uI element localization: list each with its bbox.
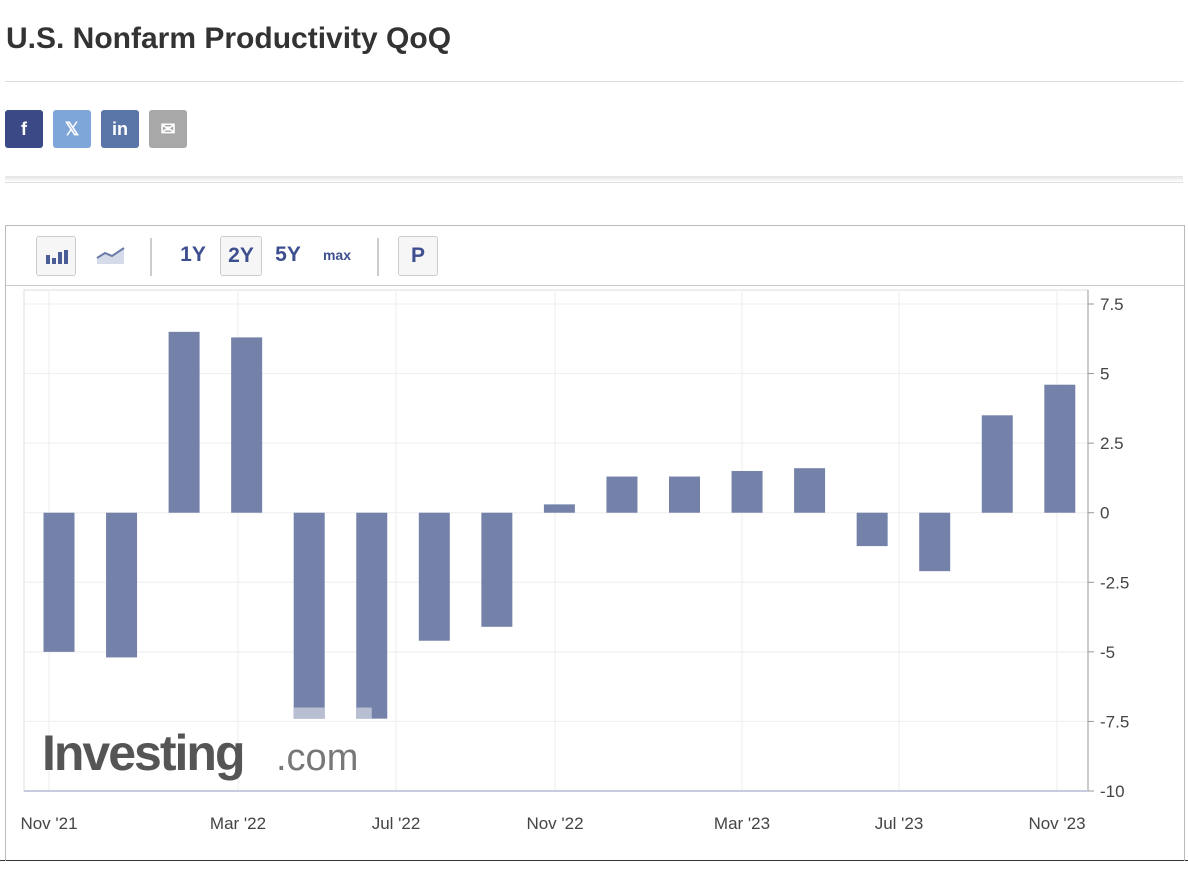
bar (543, 504, 575, 513)
range-5y[interactable]: 5Y (275, 243, 301, 266)
page-title: U.S. Nonfarm Productivity QoQ (6, 22, 452, 55)
divider (0, 860, 1188, 861)
bar (794, 468, 826, 513)
separator (377, 238, 379, 276)
separator (150, 238, 152, 276)
chart-toolbar: 1Y 2Y 5Y max P (6, 226, 1184, 286)
divider (5, 176, 1183, 183)
bar (293, 512, 325, 719)
y-tick-label: -10 (1100, 782, 1125, 801)
p-button[interactable]: P (398, 236, 438, 276)
email-share-button[interactable]: ✉ (149, 110, 187, 148)
bar (481, 512, 513, 627)
y-tick-label: 0 (1100, 504, 1109, 523)
bar-chart-button[interactable] (36, 236, 76, 276)
bar (856, 512, 888, 547)
bar (669, 476, 700, 513)
x-tick-label: Jul '23 (875, 814, 924, 833)
x-tick-label: Jul '22 (372, 814, 421, 833)
bar (919, 512, 951, 572)
y-tick-label: -2.5 (1100, 573, 1129, 592)
bar-overlay (356, 707, 372, 719)
x-tick-label: Mar '22 (210, 814, 266, 833)
watermark-logo: Investing (42, 725, 243, 781)
bar (418, 512, 450, 641)
watermark-logo-suffix: .com (276, 737, 358, 779)
facebook-share-button[interactable]: f (5, 110, 43, 148)
area-chart-icon (96, 247, 125, 264)
x-tick-label: Nov '21 (20, 814, 77, 833)
x-share-button[interactable]: 𝕏 (53, 110, 91, 148)
y-tick-label: 7.5 (1100, 295, 1124, 314)
range-1y[interactable]: 1Y (180, 243, 206, 266)
x-tick-label: Nov '22 (526, 814, 583, 833)
bar (231, 337, 263, 513)
linkedin-share-button[interactable]: in (101, 110, 139, 148)
y-tick-label: 2.5 (1100, 434, 1124, 453)
bar (1044, 384, 1076, 513)
bar (606, 476, 638, 513)
bar-overlay (293, 707, 325, 719)
chart-container: 1Y 2Y 5Y max P (5, 225, 1185, 861)
y-tick-label: -5 (1100, 643, 1115, 662)
y-tick-label: 5 (1100, 365, 1109, 384)
bar (168, 331, 200, 513)
x-tick-label: Mar '23 (714, 814, 770, 833)
bar (356, 512, 388, 719)
range-max[interactable]: max (322, 247, 352, 263)
divider (5, 81, 1183, 82)
bar-chart-icon (46, 250, 68, 264)
bar (106, 512, 138, 658)
bar (43, 512, 75, 652)
x-tick-label: Nov '23 (1028, 814, 1085, 833)
bar (731, 470, 763, 513)
range-2y[interactable]: 2Y (220, 236, 262, 276)
line-chart-button[interactable] (92, 236, 130, 274)
bar (981, 415, 1013, 513)
y-tick-label: -7.5 (1100, 712, 1129, 731)
